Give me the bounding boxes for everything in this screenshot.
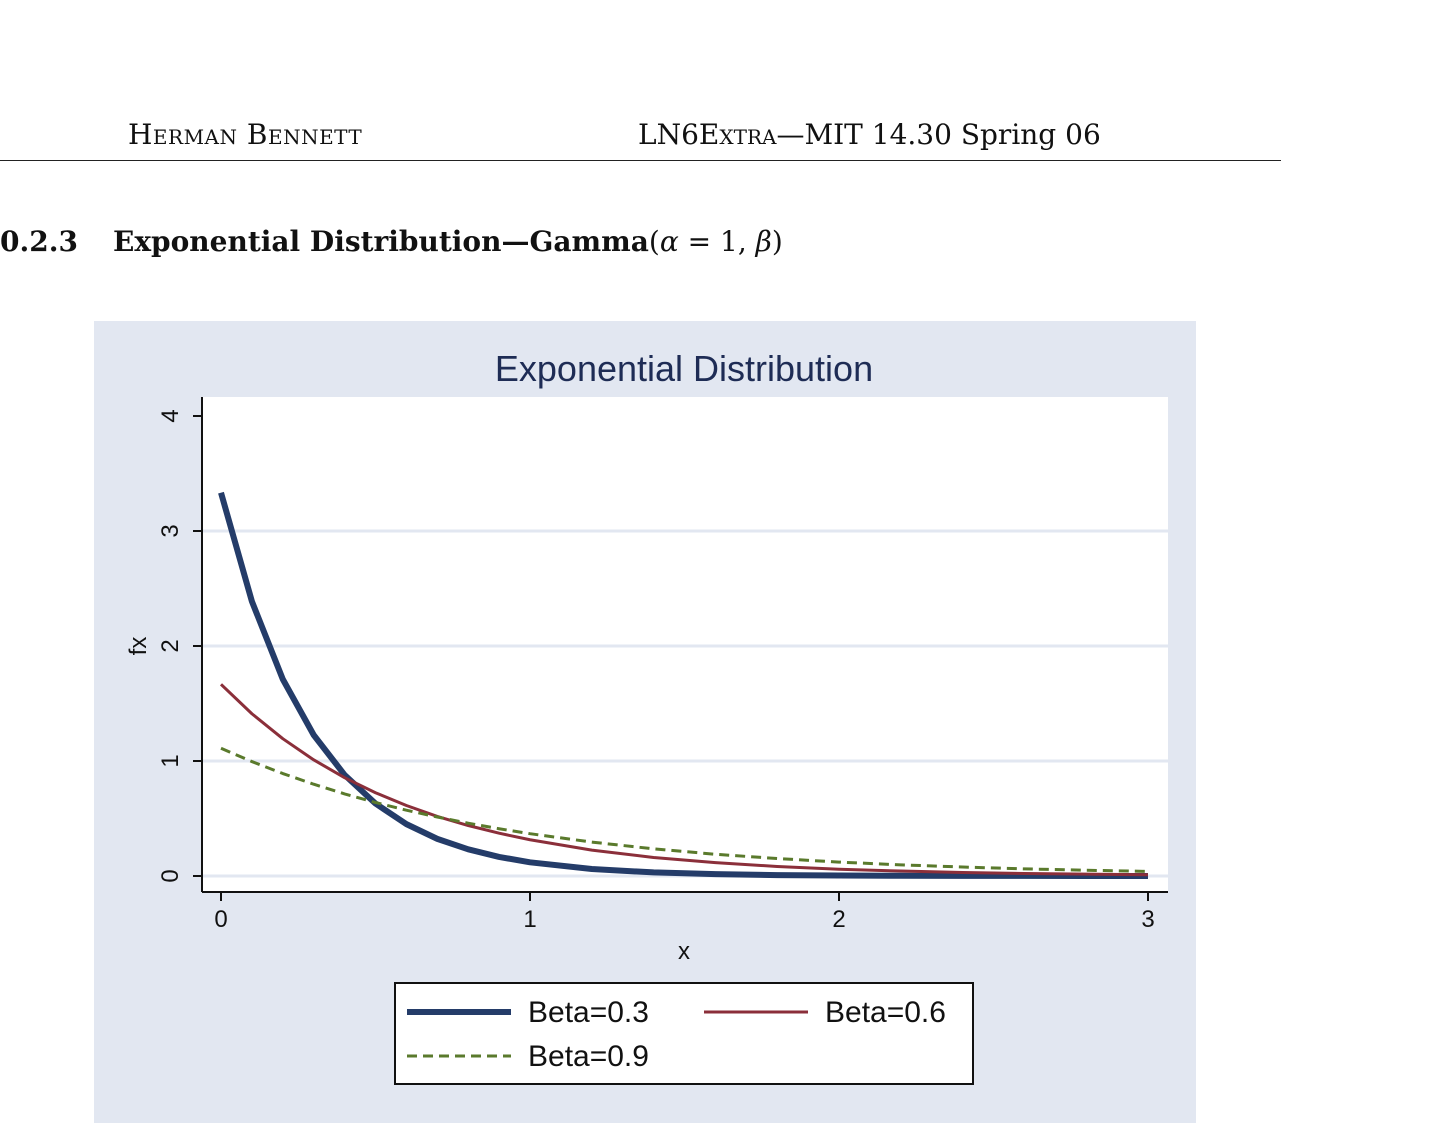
section-number: 0.2.3 [0, 225, 78, 258]
legend-label-1: Beta=0.3 [528, 996, 649, 1029]
doc-id: LN6 [638, 118, 699, 151]
y-tick-label: 0 [157, 869, 184, 882]
series-line-3 [220, 746, 1149, 873]
legend-label-3: Beta=0.9 [528, 1040, 649, 1073]
section-params: (α = 1, β) [648, 225, 783, 258]
x-tick-label: 0 [214, 906, 227, 933]
running-header-course: LN6Extra—MIT 14.30 Spring 06 [638, 118, 1101, 151]
section-heading: 0.2.3 Exponential Distribution—Gamma(α = … [0, 225, 783, 258]
x-tick-label: 3 [1141, 906, 1154, 933]
header-rule [0, 160, 1281, 161]
y-tick-label: 4 [157, 409, 184, 422]
legend-box [394, 982, 974, 1085]
legend-label-2: Beta=0.6 [825, 996, 946, 1029]
y-axis-label: fx [125, 637, 152, 656]
axes: 0 1 2 3 4 0 1 2 3 [157, 397, 1168, 933]
doc-extra: Extra [698, 118, 777, 151]
chart-title: Exponential Distribution [495, 348, 873, 389]
course-name: —MIT 14.30 [776, 118, 952, 151]
y-tick-label: 2 [157, 639, 184, 652]
x-tick-label: 1 [523, 906, 536, 933]
series-line-2 [219, 683, 1149, 877]
y-tick-label: 3 [157, 524, 184, 537]
series-line-1 [218, 491, 1148, 879]
section-title: Exponential Distribution—Gamma [113, 225, 649, 258]
series-group [218, 491, 1149, 879]
legend: Beta=0.3 Beta=0.6 Beta=0.9 [394, 982, 974, 1085]
x-axis-label: x [678, 938, 690, 965]
running-header-author: Herman Bennett [128, 118, 363, 151]
term: Spring 06 [960, 118, 1101, 151]
y-tick-label: 1 [157, 754, 184, 767]
x-tick-label: 2 [832, 906, 845, 933]
